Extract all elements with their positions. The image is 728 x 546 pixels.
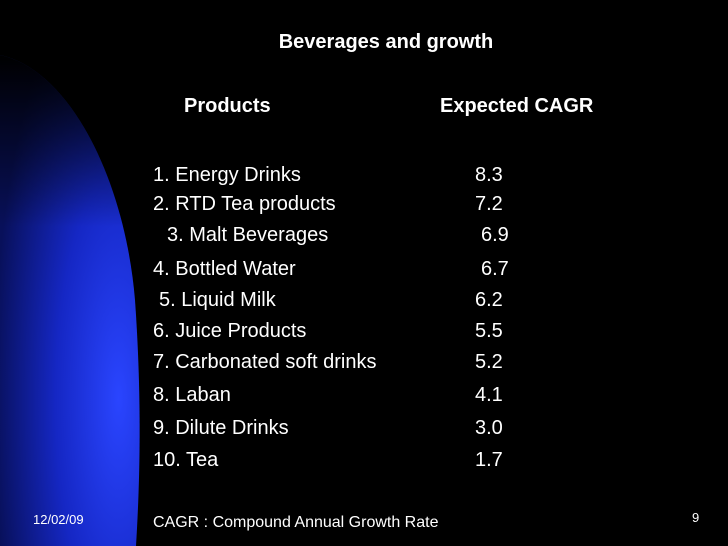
cagr-value: 6.2: [475, 289, 503, 311]
footnote: CAGR : Compound Annual Growth Rate: [153, 514, 439, 531]
cagr-value: 3.0: [475, 417, 503, 439]
product-name: 2. RTD Tea products: [153, 193, 336, 215]
product-name: 6. Juice Products: [153, 320, 307, 342]
product-name: 5. Liquid Milk: [159, 289, 276, 311]
product-name: 7. Carbonated soft drinks: [153, 351, 377, 373]
page-number: 9: [692, 510, 700, 525]
cagr-value: 5.5: [475, 320, 503, 342]
cagr-value: 5.2: [475, 351, 503, 373]
cagr-value: 6.7: [481, 258, 509, 280]
product-name: 3. Malt Beverages: [167, 224, 329, 246]
cagr-value: 6.9: [481, 224, 509, 246]
products-header: Products: [184, 95, 271, 117]
product-name: 4. Bottled Water: [153, 258, 296, 280]
slide-date: 12/02/09: [33, 512, 84, 527]
cagr-header: Expected CAGR: [440, 95, 594, 117]
product-name: 1. Energy Drinks: [153, 164, 301, 186]
product-name: 8. Laban: [153, 384, 231, 406]
cagr-value: 7.2: [475, 193, 503, 215]
cagr-value: 4.1: [475, 384, 503, 406]
product-name: 10. Tea: [153, 449, 219, 471]
product-name: 9. Dilute Drinks: [153, 417, 289, 439]
slide-title: Beverages and growth: [278, 31, 494, 53]
cagr-value: 1.7: [475, 449, 503, 471]
cagr-value: 8.3: [475, 164, 503, 186]
